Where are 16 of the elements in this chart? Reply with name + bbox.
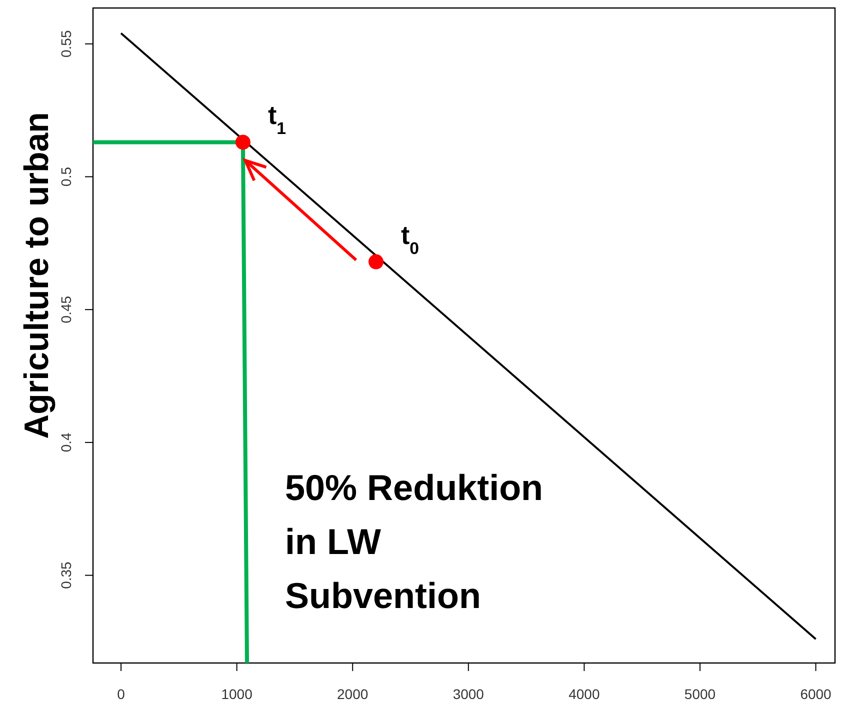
x-tick-label: 1000 — [221, 686, 253, 702]
x-tick-label: 3000 — [452, 686, 484, 702]
y-tick-label: 0.4 — [58, 432, 74, 452]
y-tick-label: 0.5 — [58, 166, 74, 186]
y-tick-label: 0.55 — [58, 30, 74, 58]
x-tick-label: 0 — [117, 686, 126, 702]
x-tick-label: 6000 — [800, 686, 832, 702]
y-tick-label: 0.45 — [58, 296, 74, 324]
y-axis-title: Agriculture to urban — [18, 112, 56, 439]
x-tick-label: 2000 — [337, 686, 368, 702]
annotation: t$_{1}$ — [268, 100, 286, 138]
y-tick-label: 0.35 — [58, 561, 74, 589]
annotation: t$_{0}$ — [400, 220, 420, 258]
x-tick-label: 4000 — [568, 686, 600, 702]
annotation: 50% Reduktion in LW Subvention — [285, 467, 544, 616]
x-tick-label: 5000 — [684, 686, 716, 702]
